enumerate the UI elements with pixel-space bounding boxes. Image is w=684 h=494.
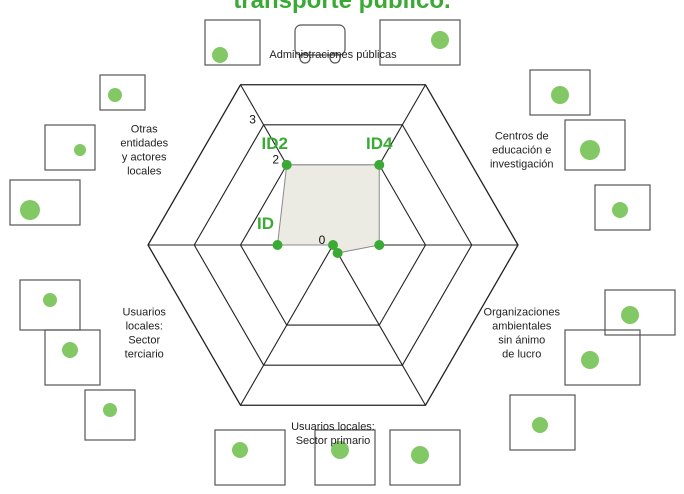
data-area [276,164,380,254]
data-point [281,159,292,170]
category-label: Usuarios locales: Sector primario [291,421,375,447]
point-label: ID2 [262,134,288,153]
r-tick-label: 2 [272,153,279,167]
category-label-line: Otras [131,124,158,136]
category-label-line: de lucro [502,348,541,360]
point-label: ID [257,214,274,233]
category-label-line: entidades [120,138,168,150]
category-label-line: Sector primario [296,435,371,447]
spoke [240,244,334,406]
category-label-line: terciario [125,348,164,360]
category-label-line: y actores [122,152,167,164]
category-label-line: Usuarios locales: [291,421,375,433]
category-label-line: Organizaciones [484,306,561,318]
category-label: Otras entidades y actores locales [120,124,168,178]
category-label-line: educación e [492,145,551,157]
category-label-line: locales: [126,320,163,332]
data-point [332,248,343,259]
category-label: Administraciones públicas [269,49,397,61]
data-point [328,240,338,250]
category-label-line: Sector [128,334,160,346]
r-tick-label: 3 [249,113,256,127]
category-label: Usuarios locales: Sector terciario [123,306,167,360]
data-point [374,159,385,170]
category-label-line: sin ánimo [498,334,545,346]
spoke [332,244,426,406]
data-point [272,240,283,250]
category-label-line: investigación [490,159,554,171]
illustrations [9,19,676,486]
chart-title: transporte público. [233,0,450,14]
r-tick-label: 0 [319,233,326,247]
point-label: ID4 [366,134,393,153]
data-point [374,240,385,250]
category-label: Organizaciones ambientales sin ánimo de luc… [484,306,561,360]
category-label-line: ambientales [492,320,552,332]
category-label: Centros de educación e investigación [490,131,554,171]
category-label-line: Administraciones públicas [269,49,397,61]
category-label-line: Centros de [495,131,549,143]
category-label-line: Usuarios [123,306,167,318]
category-label-line: locales [127,166,162,178]
